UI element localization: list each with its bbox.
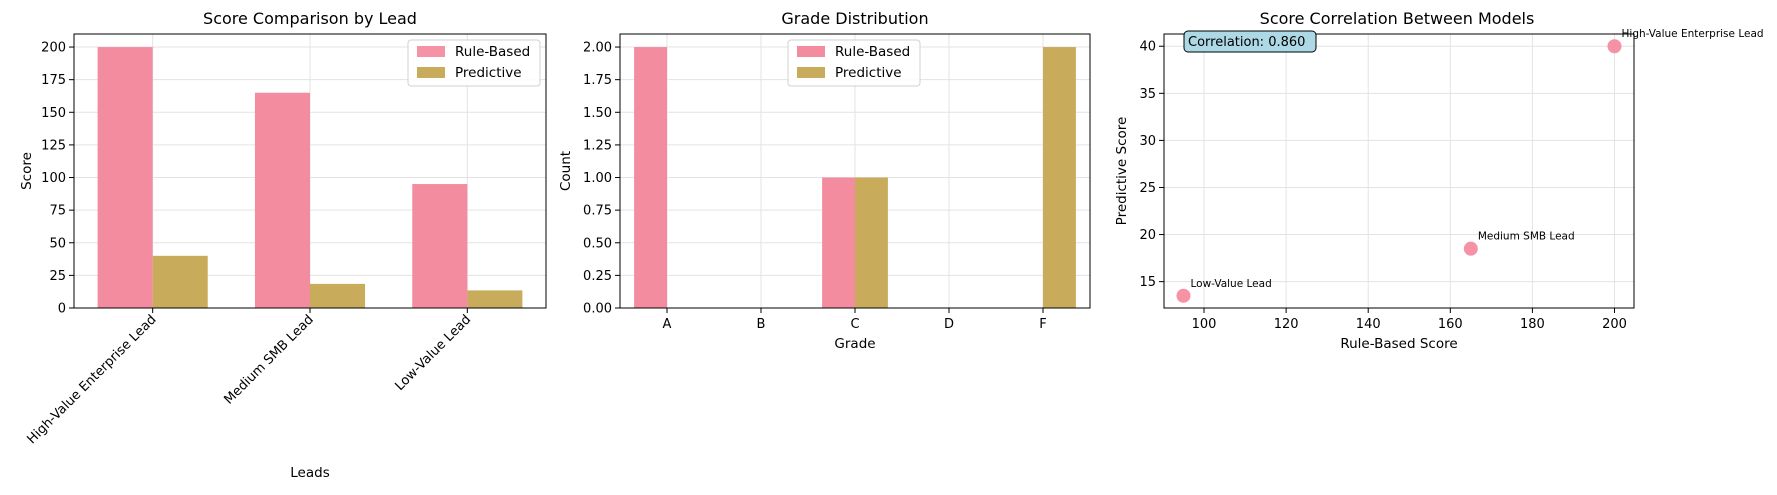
chart2-xtick-label: C [850, 317, 859, 332]
chart2-legend-swatch-rule-based [797, 46, 825, 57]
chart3-ytick-label: 25 [1139, 181, 1156, 196]
chart-score-correlation: Score Correlation Between Models High-Va… [1114, 9, 1764, 352]
chart1-ytick-label: 50 [49, 236, 66, 251]
scatter-point-label: Medium SMB Lead [1478, 231, 1575, 243]
chart1-xtick-label: Medium SMB Lead [221, 312, 316, 407]
chart2-bar-rule-based-0 [634, 47, 667, 309]
chart3-xlabel: Rule-Based Score [1340, 336, 1457, 352]
chart1-bar-rule-based-2 [412, 184, 468, 308]
scatter-point [1463, 241, 1478, 256]
scatter-point [1176, 288, 1191, 303]
chart2-xtick-label: A [663, 317, 672, 332]
chart1-legend-label-rule-based: Rule-Based [455, 44, 530, 60]
chart1-ytick-label: 75 [49, 204, 66, 219]
chart1-title: Score Comparison by Lead [203, 9, 417, 28]
chart3-title: Score Correlation Between Models [1260, 9, 1535, 28]
chart3-ytick-label: 15 [1139, 275, 1156, 290]
chart3-xtick-label: 140 [1356, 317, 1381, 332]
chart2-legend-label-rule-based: Rule-Based [835, 44, 910, 60]
chart1-legend-swatch-predictive [417, 67, 445, 78]
chart1-legend-swatch-rule-based [417, 46, 445, 57]
chart1-ylabel: Score [19, 152, 35, 190]
chart2-xtick-label: F [1039, 317, 1046, 332]
chart3-ytick-label: 40 [1139, 40, 1156, 55]
chart1-bar-predictive-1 [310, 283, 366, 308]
chart1-xtick-label: Low-Value Lead [392, 312, 474, 394]
chart2-ytick-label: 2.00 [583, 41, 612, 56]
chart3-xtick-label: 120 [1274, 317, 1299, 332]
chart2-legend-swatch-predictive [797, 67, 825, 78]
chart3-ytick-label: 20 [1139, 228, 1156, 243]
chart3-ytick-label: 35 [1139, 87, 1156, 102]
chart1-bar-predictive-0 [152, 255, 208, 308]
chart2-ytick-label: 1.00 [583, 171, 612, 186]
chart1-ytick-label: 175 [41, 73, 66, 88]
chart3-ylabel: Predictive Score [1114, 117, 1130, 226]
chart3-plot-frame [1163, 33, 1635, 309]
chart1-xtick-label: High-Value Enterprise Lead [25, 312, 160, 447]
chart3-xtick-label: 160 [1438, 317, 1463, 332]
chart2-xlabel: Grade [834, 336, 875, 352]
chart3-xtick-label: 100 [1192, 317, 1217, 332]
chart1-legend-label-predictive: Predictive [455, 65, 522, 81]
correlation-annotation-text: Correlation: 0.860 [1188, 35, 1305, 50]
chart1-bar-rule-based-0 [97, 47, 153, 309]
scatter-point-label: High-Value Enterprise Lead [1622, 28, 1764, 40]
chart2-ytick-label: 0.25 [583, 269, 612, 284]
chart2-ytick-label: 1.50 [583, 106, 612, 121]
chart1-ytick-label: 150 [41, 106, 66, 121]
chart2-legend: Rule-Based Predictive [787, 39, 921, 87]
chart2-bar-predictive-2 [855, 177, 888, 308]
chart2-ytick-label: 1.25 [583, 138, 612, 153]
scatter-point [1607, 39, 1622, 54]
chart-grade-distribution: Grade Distribution 0.00 0.25 0.50 0.75 1.00 1… [558, 9, 1091, 352]
chart2-title: Grade Distribution [781, 9, 928, 28]
chart2-legend-label-predictive: Predictive [835, 65, 902, 81]
chart-score-comparison: Score Comparison by Lead 0 25 50 75 100 125 15… [19, 9, 547, 481]
chart3-xtick-label: 200 [1602, 317, 1627, 332]
chart1-ytick-label: 0 [58, 302, 66, 317]
chart3-ytick-label: 30 [1139, 134, 1156, 149]
chart2-bar-rule-based-2 [822, 177, 855, 308]
correlation-annotation: Correlation: 0.860 [1183, 30, 1317, 53]
chart2-ylabel: Count [558, 151, 574, 191]
chart2-bar-predictive-4 [1043, 47, 1076, 309]
chart1-xlabel: Leads [290, 465, 329, 481]
chart3-xtick-label: 180 [1520, 317, 1545, 332]
chart1-legend: Rule-Based Predictive [407, 39, 541, 87]
chart1-ytick-label: 25 [49, 269, 66, 284]
chart2-xtick-label: D [944, 317, 954, 332]
chart2-ytick-label: 0.00 [583, 302, 612, 317]
chart1-ytick-label: 200 [41, 41, 66, 56]
chart1-bar-rule-based-1 [254, 92, 310, 308]
chart1-bar-predictive-2 [467, 290, 523, 308]
chart2-ytick-label: 1.75 [583, 73, 612, 88]
chart1-ytick-label: 100 [41, 171, 66, 186]
scatter-point-label: Low-Value Lead [1190, 278, 1271, 290]
chart2-ytick-label: 0.50 [583, 236, 612, 251]
chart1-ytick-label: 125 [41, 138, 66, 153]
chart2-xtick-label: B [757, 317, 766, 332]
correlation-annotation-box [1183, 30, 1317, 53]
chart2-ytick-label: 0.75 [583, 204, 612, 219]
